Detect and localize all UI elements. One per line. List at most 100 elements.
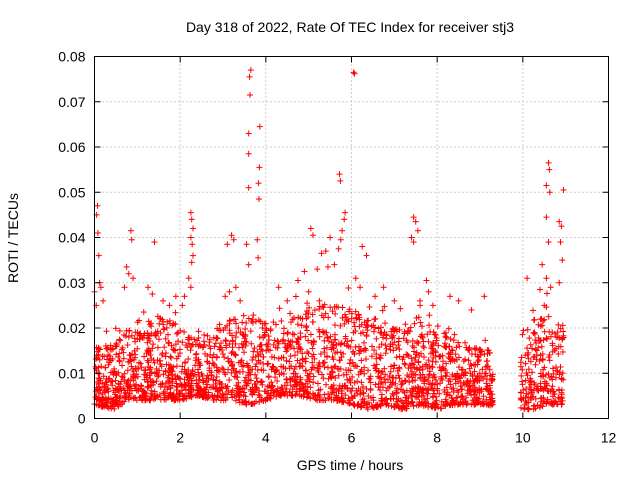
data-point <box>287 353 294 360</box>
data-point <box>544 290 551 297</box>
data-point <box>226 327 233 334</box>
data-point <box>246 73 253 80</box>
data-point <box>432 377 439 384</box>
data-point <box>341 340 348 347</box>
data-point <box>372 365 379 372</box>
y-tick-label: 0.08 <box>58 49 85 65</box>
data-point <box>358 366 365 373</box>
data-point <box>305 288 312 295</box>
data-point <box>419 334 426 341</box>
data-point <box>335 245 342 252</box>
data-point <box>309 345 316 352</box>
data-point <box>126 327 133 334</box>
data-point <box>403 351 410 358</box>
data-point <box>218 340 225 347</box>
data-point <box>351 70 358 77</box>
data-point <box>543 182 550 189</box>
data-point <box>316 333 323 340</box>
y-tick-label: 0.07 <box>58 94 85 110</box>
data-point <box>316 297 323 304</box>
data-point <box>537 373 544 380</box>
data-point <box>253 384 260 391</box>
data-point <box>131 394 138 401</box>
data-point <box>360 383 367 390</box>
data-point <box>94 202 101 209</box>
data-point <box>554 329 561 336</box>
data-point <box>188 259 195 266</box>
data-point <box>443 369 450 376</box>
data-point <box>365 367 372 374</box>
data-point <box>400 354 407 361</box>
data-point <box>172 341 179 348</box>
data-point <box>414 227 421 234</box>
data-point <box>116 350 123 357</box>
data-point <box>289 330 296 337</box>
data-point <box>407 324 414 331</box>
data-point <box>297 345 304 352</box>
data-point <box>245 261 252 268</box>
data-point <box>297 385 304 392</box>
data-point <box>124 367 131 374</box>
data-point <box>107 355 114 362</box>
data-point <box>560 186 567 193</box>
data-point <box>291 331 298 338</box>
data-point <box>452 351 459 358</box>
data-point <box>181 329 188 336</box>
data-point <box>250 348 257 355</box>
data-point <box>537 316 544 323</box>
data-point <box>401 377 408 384</box>
data-point <box>161 344 168 351</box>
data-point <box>140 309 147 316</box>
data-point <box>328 364 335 371</box>
data-point <box>393 354 400 361</box>
data-point <box>229 338 236 345</box>
data-point <box>447 293 454 300</box>
data-point <box>433 337 440 344</box>
data-point <box>399 380 406 387</box>
data-point <box>429 302 436 309</box>
data-point <box>204 332 211 339</box>
data-point <box>555 394 562 401</box>
data-point <box>367 379 374 386</box>
data-point <box>200 338 207 345</box>
data-point <box>304 300 311 307</box>
data-point <box>408 355 415 362</box>
data-point <box>442 340 449 347</box>
data-point <box>132 365 139 372</box>
data-point <box>323 354 330 361</box>
data-point <box>397 386 404 393</box>
data-point <box>539 350 546 357</box>
data-point <box>380 284 387 291</box>
data-point <box>355 371 362 378</box>
data-point <box>156 320 163 327</box>
data-point <box>141 353 148 360</box>
x-tick-label: 10 <box>515 430 531 446</box>
data-point <box>455 339 462 346</box>
data-point <box>163 361 170 368</box>
data-point <box>283 348 290 355</box>
data-point <box>130 275 137 282</box>
data-point <box>151 359 158 366</box>
data-point <box>324 334 331 341</box>
data-point <box>253 360 260 367</box>
data-point <box>157 396 164 403</box>
data-point <box>292 293 299 300</box>
data-point <box>557 239 564 246</box>
data-point <box>237 297 244 304</box>
data-point <box>241 335 248 342</box>
data-point <box>229 387 236 394</box>
data-point <box>556 279 563 286</box>
data-point <box>226 377 233 384</box>
data-point <box>296 392 303 399</box>
data-point <box>377 374 384 381</box>
data-point <box>549 329 556 336</box>
data-point <box>418 323 425 330</box>
data-point <box>297 346 304 353</box>
data-point <box>361 339 368 346</box>
data-point <box>301 268 308 275</box>
data-point <box>382 350 389 357</box>
data-point <box>387 368 394 375</box>
data-point <box>284 329 291 336</box>
data-point <box>119 374 126 381</box>
data-point <box>375 373 382 380</box>
